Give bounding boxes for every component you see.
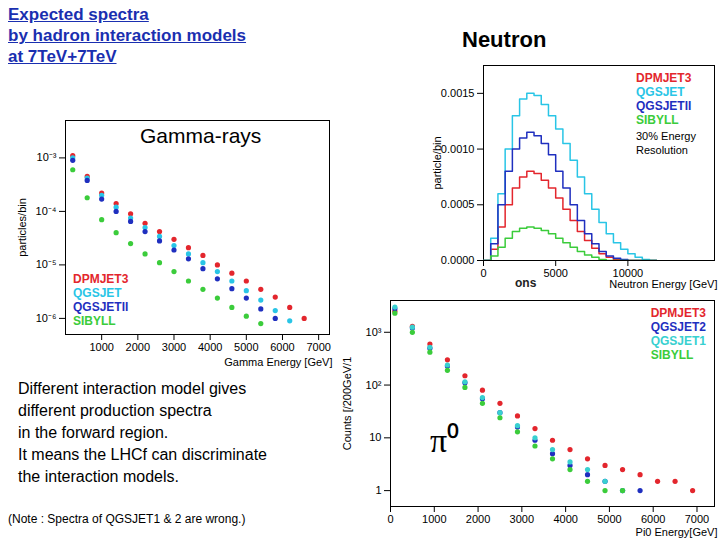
svg-text:0.0005: 0.0005 — [441, 198, 475, 210]
html-text:QGSJETII: QGSJETII — [636, 99, 692, 113]
svg-text:particles/bin: particles/bin — [16, 198, 28, 257]
svg-text:10: 10 — [369, 431, 381, 443]
svg-text:10⁻⁴: 10⁻⁴ — [36, 205, 57, 217]
svg-text:0: 0 — [480, 267, 486, 279]
html-text:QGSJETII: QGSJETII — [73, 300, 129, 314]
svg-text:3000: 3000 — [162, 341, 186, 353]
svg-text:6000: 6000 — [641, 513, 665, 525]
svg-text:10⁻³: 10⁻³ — [37, 151, 57, 163]
svg-text:7000: 7000 — [685, 513, 709, 525]
svg-text:0.0010: 0.0010 — [441, 143, 475, 155]
html-text:Expected spectra: Expected spectra — [8, 5, 149, 24]
html-text:DPMJET3: DPMJET3 — [636, 71, 692, 85]
html-text:30% Energy Resolution: 30% Energy Resolution — [636, 130, 696, 156]
html-text:in the forward region.: in the forward region. — [18, 424, 169, 441]
svg-text:10³: 10³ — [366, 326, 382, 338]
svg-text:0: 0 — [387, 513, 393, 525]
svg-text:Pi0 Energy[GeV]: Pi0 Energy[GeV] — [636, 526, 718, 538]
svg-text:0.0000: 0.0000 — [441, 254, 475, 266]
svg-text:1000: 1000 — [422, 513, 446, 525]
svg-text:10²: 10² — [366, 379, 382, 391]
svg-text:0.0015: 0.0015 — [441, 87, 475, 99]
svg-text:2000: 2000 — [126, 341, 150, 353]
svg-text:5000: 5000 — [543, 267, 567, 279]
svg-text:10⁻⁶: 10⁻⁶ — [36, 312, 57, 324]
html-text:DPMJET3: DPMJET3 — [73, 272, 129, 286]
html-text:by hadron interaction models: by hadron interaction models — [8, 26, 246, 45]
html-text:It means the LHCf can discrimi: It means the LHCf can discriminate — [18, 446, 267, 463]
html-text:Different interaction model gi: Different interaction model gives — [18, 380, 247, 397]
svg-text:Neutron Energy [GeV]: Neutron Energy [GeV] — [609, 278, 717, 290]
html-text:QGSJET: QGSJET — [636, 85, 685, 99]
html-text:SIBYLL: SIBYLL — [73, 314, 116, 328]
svg-text:1: 1 — [375, 484, 381, 496]
svg-text:particle/bin: particle/bin — [431, 136, 443, 189]
html-text:DPMJET3: DPMJET3 — [650, 306, 706, 320]
html-text:SIBYLL: SIBYLL — [636, 113, 679, 127]
svg-text:4000: 4000 — [198, 341, 222, 353]
svg-text:4000: 4000 — [553, 513, 577, 525]
html-text:ons: ons — [515, 276, 537, 290]
html-text:QGSJET: QGSJET — [73, 286, 122, 300]
svg-text:1000: 1000 — [89, 341, 113, 353]
svg-text:2000: 2000 — [466, 513, 490, 525]
svg-text:6000: 6000 — [270, 341, 294, 353]
html-text:SIBYLL: SIBYLL — [650, 348, 694, 362]
svg-text:3000: 3000 — [510, 513, 534, 525]
html-text:π⁰: π⁰ — [430, 422, 460, 459]
svg-text:Gamma Energy [GeV]: Gamma Energy [GeV] — [224, 356, 332, 368]
svg-text:7000: 7000 — [306, 341, 330, 353]
html-text:the interaction models.: the interaction models. — [18, 468, 179, 485]
html-text:QGSJET1: QGSJET1 — [650, 334, 706, 348]
svg-text:10000: 10000 — [612, 267, 644, 280]
svg-text:Counts [/200GeV/1: Counts [/200GeV/1 — [341, 357, 353, 451]
html-text:Gamma-rays: Gamma-rays — [140, 124, 262, 147]
html-text:(Note : Spectra of QGSJET1 & 2: (Note : Spectra of QGSJET1 & 2 are wrong… — [8, 512, 246, 526]
html-text:QGSJET2: QGSJET2 — [650, 320, 706, 334]
html-text:at 7TeV+7TeV: at 7TeV+7TeV — [8, 47, 117, 66]
html-text:different production spectra: different production spectra — [18, 402, 212, 419]
svg-text:10⁻⁵: 10⁻⁵ — [36, 258, 57, 270]
svg-text:5000: 5000 — [234, 341, 258, 353]
html-text:Neutron: Neutron — [462, 27, 547, 52]
svg-text:5000: 5000 — [597, 513, 621, 525]
